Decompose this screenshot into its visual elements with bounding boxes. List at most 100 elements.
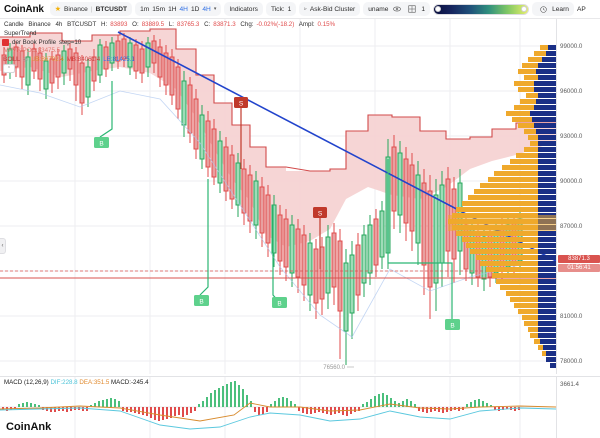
ohlc-symbol: BTCUSDT	[67, 21, 97, 28]
indicators-label: Indicators	[229, 5, 258, 13]
trade-signal-markers[interactable]: S S B B B B	[94, 81, 460, 330]
buy-marker	[94, 137, 109, 148]
chevron-right-icon: ▹	[304, 6, 307, 12]
axis-tick-81000: 81000.0	[560, 313, 583, 320]
high-label: H:	[101, 21, 108, 28]
boll-middle-value: MB:84061.4	[66, 56, 101, 63]
timeframe-selected[interactable]: 4H	[202, 5, 211, 13]
macd-hist-value: -245.4	[130, 379, 149, 386]
boll-upper-value: UB:86702.4	[31, 56, 64, 63]
user-controls[interactable]: uname 1	[363, 2, 431, 16]
open-label: O:	[132, 21, 139, 28]
boll-lower-value: LB:81425.1	[103, 56, 135, 63]
ohlc-interval: 4h	[55, 21, 63, 28]
top-toolbar: CoinAnk ★ Binance | BTCUSDT 1m 15m 1H 4H…	[0, 0, 600, 19]
eye-icon[interactable]: ◎	[22, 57, 29, 63]
candlesticks	[1, 33, 523, 365]
macd-dif-value: 228.8	[62, 379, 78, 386]
last-price-tag: 83871.3	[558, 255, 600, 263]
axis-tick-96000: 96000.0	[560, 88, 583, 95]
buy-marker-label: B	[277, 301, 281, 308]
price-chart-svg: S S B B B B 76560.0	[0, 19, 556, 374]
eye-icon[interactable]	[391, 3, 403, 15]
macd-title: MACD	[4, 379, 23, 386]
timeframe-group[interactable]: 1m 15m 1H 4H 1D 4H ▾	[135, 2, 222, 16]
axis-tick-87000: 87000.0	[560, 223, 583, 230]
ohlc-readout: Candle Binance 4h BTCUSDT H: 83893 O: 8388…	[4, 21, 338, 28]
order-book-profile-label: der Book Profile	[12, 39, 57, 46]
axis-tick-78000: 78000.0	[560, 358, 583, 365]
change-value: -0.02%(-18.2)	[256, 21, 295, 28]
macd-dea-value: 351.5	[93, 379, 110, 386]
price-axis[interactable]: 99000.0 96000.0 93000.0 90000.0 87000.0 …	[556, 19, 600, 374]
low-price-annotation: 76560.0	[323, 365, 345, 371]
symbol-selector[interactable]: ★ Binance | BTCUSDT	[49, 2, 133, 16]
boll-label: BOLL	[3, 56, 20, 63]
tick-label: Tick:	[270, 5, 285, 13]
boll-indicator-row[interactable]: BOLL ◎ UB:86702.4 MB:84061.4 LB:81425.1	[3, 56, 135, 63]
tick-value: 1	[287, 5, 292, 13]
collapse-legend-button[interactable]: ⌃	[3, 64, 15, 73]
left-panel-toggle[interactable]: ‹	[0, 238, 6, 254]
sell-marker	[313, 207, 327, 218]
slider-handle-left[interactable]	[435, 6, 442, 12]
macd-chart-svg	[0, 377, 556, 438]
supertrend-indicator-label[interactable]: SuperTrend	[4, 30, 37, 37]
cluster-label: Ask-Bid Cluster	[309, 5, 356, 13]
buy-marker	[272, 297, 287, 308]
macd-dea-line	[0, 402, 556, 422]
sell-marker-label: S	[239, 101, 244, 108]
buy-marker-label: B	[199, 299, 203, 306]
macd-panel[interactable]: MACD (12,26,9) DIF:228.8 DEA:351.5 MACD:…	[0, 376, 556, 438]
change-label: Chg:	[240, 21, 254, 28]
watermark-logo: CoinAnk	[6, 421, 52, 433]
timeframe-1h[interactable]: 1H	[168, 5, 177, 13]
macd-hist-label: MACD:	[111, 379, 131, 386]
ohlc-exchange: Binance	[28, 21, 51, 28]
symbol-label: BTCUSDT	[95, 5, 128, 13]
axis-tick-90000: 90000.0	[560, 178, 583, 185]
buy-marker-label: B	[450, 323, 454, 330]
tick-selector[interactable]: Tick: 1	[265, 2, 297, 16]
color-swatch-icon	[2, 39, 9, 46]
macd-dif-line	[0, 407, 556, 430]
username-label: uname	[368, 5, 389, 13]
macd-axis: 3661.4	[556, 376, 600, 438]
low-label: L:	[168, 21, 174, 28]
chevron-down-icon[interactable]: ▾	[213, 6, 217, 12]
macd-readout: MACD (12,26,9) DIF:228.8 DEA:351.5 MACD:…	[4, 379, 149, 386]
slider-handle-right[interactable]	[521, 6, 528, 12]
separator: |	[90, 5, 93, 13]
timeframe-1d[interactable]: 1D	[190, 5, 200, 13]
vpvr-indicator-label[interactable]: VPVR POC:83475.5	[4, 47, 61, 54]
series-type-label: Candle	[4, 21, 24, 28]
grid-icon[interactable]	[406, 3, 418, 15]
timeframe-15m[interactable]: 15m	[152, 5, 166, 13]
buy-marker	[445, 319, 460, 330]
macd-dea-label: DEA:	[79, 379, 94, 386]
axis-tick-93000: 93000.0	[560, 133, 583, 140]
close-value: 83871.3	[213, 21, 236, 28]
timeframe-1m[interactable]: 1m	[140, 5, 150, 13]
indicators-button[interactable]: Indicators	[224, 2, 263, 16]
macd-params: (12,26,9)	[23, 379, 49, 386]
volume-profile	[448, 45, 556, 368]
order-book-profile-row[interactable]: der Book Profile step=10	[2, 39, 81, 46]
learn-button[interactable]: Learn	[532, 2, 574, 16]
ask-bid-cluster-button[interactable]: ▹ Ask-Bid Cluster	[299, 2, 361, 16]
price-chart[interactable]: S S B B B B 76560.0	[0, 19, 556, 374]
exchange-label: Binance	[64, 5, 88, 13]
gradient-slider[interactable]	[433, 3, 530, 15]
amplitude-label: Ampl:	[298, 21, 315, 28]
timeframe-4h[interactable]: 4H	[179, 5, 188, 13]
star-icon[interactable]: ★	[54, 6, 61, 13]
boll-lower-line	[0, 84, 521, 338]
axis-tick-99000: 99000.0	[560, 43, 583, 50]
high-value: 83893	[110, 21, 128, 28]
chevron-left-icon: ‹	[1, 243, 4, 249]
chevron-up-icon: ⌃	[6, 65, 12, 72]
count-value: 1	[421, 5, 426, 13]
api-button[interactable]: AP	[576, 5, 586, 13]
macd-dif-label: DIF:	[50, 379, 63, 386]
macd-axis-value: 3661.4	[560, 381, 579, 388]
